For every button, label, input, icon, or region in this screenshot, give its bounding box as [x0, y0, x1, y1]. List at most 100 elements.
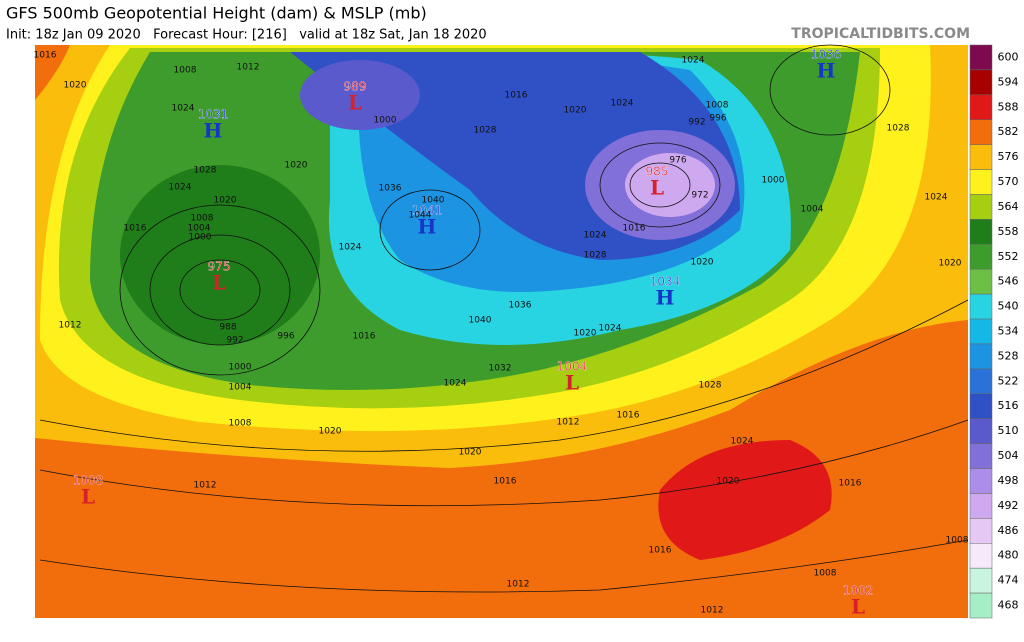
isobar-label: 1012	[557, 418, 580, 428]
isobar-label: 1020	[319, 427, 342, 437]
center-pressure: 975	[208, 260, 231, 274]
isobar-label: 1040	[422, 196, 445, 206]
colorbar-label: 558	[998, 225, 1019, 238]
colorbar-label: 552	[998, 250, 1019, 263]
center-letter: L	[348, 91, 362, 115]
center-pressure: 1008	[73, 474, 104, 488]
isobar-label: 1028	[887, 124, 910, 134]
colorbar-label: 582	[998, 125, 1019, 138]
colorbar-label: 594	[998, 75, 1019, 88]
map-field	[35, 44, 969, 618]
colorbar-label: 516	[998, 399, 1019, 412]
center-pressure: 1002	[843, 584, 874, 598]
center-pressure: 1004	[557, 360, 588, 374]
colorbar-swatch	[969, 44, 993, 71]
isobar-label: 1044	[409, 211, 432, 221]
center-pressure: 1031	[198, 108, 229, 122]
colorbar-label: 528	[998, 349, 1019, 362]
center-pressure: 989	[344, 80, 367, 94]
colorbar-label: 570	[998, 175, 1019, 188]
colorbar-label: 486	[998, 524, 1019, 537]
isobar-label: 1016	[623, 224, 646, 234]
isobar-label: 992	[226, 336, 243, 346]
colorbar-label: 588	[998, 100, 1019, 113]
isobar-label: 1020	[285, 161, 308, 171]
colorbar-swatch	[969, 543, 993, 569]
isobar-label: 1008	[946, 536, 969, 546]
isobar-label: 1028	[584, 251, 607, 261]
colorbar-swatch	[969, 318, 993, 345]
isobar-label: 1008	[706, 101, 729, 111]
colorbar-swatch	[969, 194, 993, 220]
colorbar-swatch	[969, 94, 993, 120]
isobar-label: 996	[277, 332, 294, 342]
center-letter: H	[656, 286, 675, 310]
colorbar-label: 564	[998, 200, 1019, 213]
colorbar-swatch	[969, 493, 993, 519]
center-pressure: 985	[646, 165, 669, 179]
colorbar-label: 480	[998, 549, 1019, 562]
center-pressure: 1041	[412, 204, 443, 218]
isobar-label: 1020	[691, 258, 714, 268]
colorbar-swatch	[969, 144, 993, 170]
colorbar-swatch	[969, 219, 993, 245]
isobar-label: 1008	[814, 569, 837, 579]
colorbar-swatch	[969, 468, 993, 494]
colorbar-label: 474	[998, 574, 1019, 587]
colorbar-swatch	[969, 169, 993, 195]
isobar-label: 1024	[172, 104, 195, 114]
colorbar-label: 510	[998, 424, 1019, 437]
isobar-label: 1024	[925, 193, 948, 203]
isobar-label: 1024	[611, 99, 634, 109]
colorbar-swatch	[969, 518, 993, 544]
credit: TROPICALTIDBITS.COM	[791, 26, 970, 42]
isobar-label: 1004	[188, 224, 211, 234]
isobar-label: 1016	[353, 332, 376, 342]
isobar-label: 1016	[839, 479, 862, 489]
colorbar-swatch	[969, 244, 993, 270]
center-letter: L	[851, 595, 865, 619]
center-pressure: 1036	[811, 48, 842, 62]
isobar-label: 1000	[762, 176, 785, 186]
isobar-label: 1012	[194, 481, 217, 491]
isobar-label: 1020	[459, 448, 482, 458]
center-letter: H	[204, 119, 223, 143]
isobar-label: 996	[709, 114, 726, 124]
isobar-label: 1004	[229, 383, 252, 393]
center-letter: L	[565, 371, 579, 395]
isobar-label: 992	[688, 118, 705, 128]
center-letter: L	[212, 271, 226, 295]
colorbar-swatch	[969, 368, 993, 395]
isobar-label: 1036	[509, 301, 532, 311]
isobar-label: 1020	[564, 106, 587, 116]
colorbar-label: 546	[998, 275, 1019, 288]
isobar-label: 1024	[599, 324, 622, 334]
colorbar-swatch	[969, 293, 993, 320]
isobar-label: 1024	[584, 231, 607, 241]
isobar-label: 1008	[191, 214, 214, 224]
colorbar-label: 498	[998, 474, 1019, 487]
colorbar-label: 540	[998, 300, 1019, 313]
isobar-label: 1008	[229, 419, 252, 429]
isobar-label: 1016	[505, 91, 528, 101]
isobar-label: 1000	[229, 363, 252, 373]
isobar-label: 1024	[169, 183, 192, 193]
colorbar-swatch	[969, 567, 993, 594]
colorbar-label: 468	[998, 599, 1019, 612]
colorbar-swatch	[969, 443, 993, 469]
isobar-label: 1028	[474, 126, 497, 136]
isobar-label: 1012	[237, 63, 260, 73]
isobar-label: 1000	[374, 116, 397, 126]
colorbar-swatch	[969, 69, 993, 96]
colorbar-swatch	[969, 418, 993, 444]
isobar-label: 1004	[801, 205, 824, 215]
colorbar-label: 600	[998, 50, 1019, 63]
isobar-label: 1028	[699, 381, 722, 391]
isobar-label: 1024	[444, 379, 467, 389]
center-letter: H	[817, 59, 836, 83]
isobar-label: 1000	[189, 233, 212, 243]
isobar-label: 1016	[34, 51, 57, 61]
center-letter: H	[418, 215, 437, 239]
center-pressure: 1034	[650, 275, 681, 289]
